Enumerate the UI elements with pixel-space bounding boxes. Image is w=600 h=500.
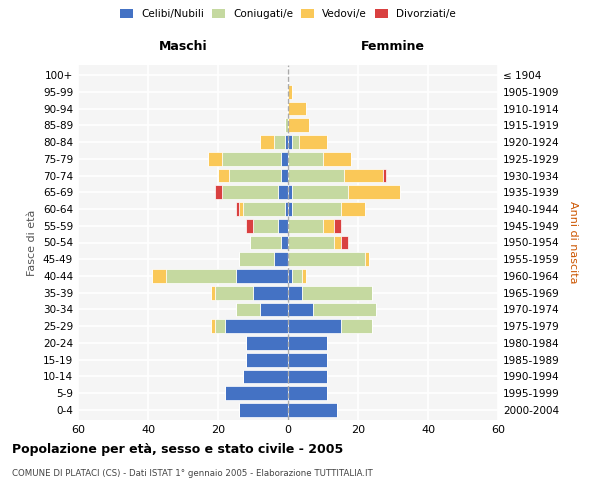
Bar	[260, 135, 274, 149]
Bar	[246, 219, 253, 232]
Bar	[284, 202, 288, 216]
Bar	[288, 320, 341, 333]
Bar	[221, 152, 281, 166]
Bar	[151, 269, 166, 283]
Bar	[215, 186, 221, 199]
Bar	[288, 152, 323, 166]
Bar	[288, 370, 326, 384]
Bar	[288, 118, 309, 132]
Bar	[302, 286, 372, 300]
Text: COMUNE DI PLATACI (CS) - Dati ISTAT 1° gennaio 2005 - Elaborazione TUTTITALIA.IT: COMUNE DI PLATACI (CS) - Dati ISTAT 1° g…	[12, 468, 373, 477]
Bar	[235, 202, 239, 216]
Bar	[277, 186, 288, 199]
Bar	[365, 252, 368, 266]
Bar	[288, 353, 326, 366]
Bar	[281, 236, 288, 250]
Bar	[274, 252, 288, 266]
Bar	[288, 202, 292, 216]
Bar	[288, 386, 326, 400]
Bar	[288, 286, 302, 300]
Bar	[215, 320, 225, 333]
Bar	[242, 202, 284, 216]
Bar	[215, 286, 253, 300]
Bar	[334, 236, 341, 250]
Bar	[281, 168, 288, 182]
Bar	[239, 403, 288, 417]
Bar	[288, 302, 313, 316]
Bar	[344, 168, 383, 182]
Bar	[292, 202, 341, 216]
Bar	[313, 302, 376, 316]
Bar	[341, 202, 365, 216]
Bar	[347, 186, 400, 199]
Bar	[288, 269, 292, 283]
Bar	[253, 286, 288, 300]
Bar	[211, 286, 215, 300]
Bar	[292, 135, 299, 149]
Bar	[218, 168, 229, 182]
Bar	[299, 135, 326, 149]
Y-axis label: Fasce di età: Fasce di età	[28, 210, 37, 276]
Bar	[288, 236, 334, 250]
Bar	[274, 135, 284, 149]
Bar	[229, 168, 281, 182]
Bar	[288, 186, 292, 199]
Bar	[211, 320, 215, 333]
Bar	[302, 269, 305, 283]
Y-axis label: Anni di nascita: Anni di nascita	[568, 201, 578, 284]
Bar	[253, 219, 277, 232]
Bar	[235, 269, 288, 283]
Bar	[250, 236, 281, 250]
Bar	[225, 386, 288, 400]
Bar	[221, 186, 277, 199]
Text: Maschi: Maschi	[158, 40, 208, 54]
Legend: Celibi/Nubili, Coniugati/e, Vedovi/e, Divorziati/e: Celibi/Nubili, Coniugati/e, Vedovi/e, Di…	[116, 4, 460, 23]
Bar	[242, 370, 288, 384]
Text: Femmine: Femmine	[361, 40, 425, 54]
Bar	[288, 252, 365, 266]
Bar	[166, 269, 235, 283]
Bar	[288, 102, 305, 116]
Bar	[260, 302, 288, 316]
Bar	[323, 152, 351, 166]
Bar	[323, 219, 334, 232]
Text: Popolazione per età, sesso e stato civile - 2005: Popolazione per età, sesso e stato civil…	[12, 442, 343, 456]
Bar	[281, 152, 288, 166]
Bar	[288, 336, 326, 350]
Bar	[208, 152, 221, 166]
Bar	[288, 85, 292, 98]
Bar	[288, 219, 323, 232]
Bar	[341, 236, 347, 250]
Bar	[284, 118, 288, 132]
Bar	[246, 336, 288, 350]
Bar	[225, 320, 288, 333]
Bar	[246, 353, 288, 366]
Bar	[334, 219, 341, 232]
Bar	[341, 320, 372, 333]
Bar	[239, 252, 274, 266]
Bar	[277, 219, 288, 232]
Bar	[292, 186, 347, 199]
Bar	[239, 202, 242, 216]
Bar	[288, 403, 337, 417]
Bar	[288, 168, 344, 182]
Bar	[292, 269, 302, 283]
Bar	[284, 135, 288, 149]
Bar	[288, 135, 292, 149]
Bar	[383, 168, 386, 182]
Bar	[235, 302, 260, 316]
